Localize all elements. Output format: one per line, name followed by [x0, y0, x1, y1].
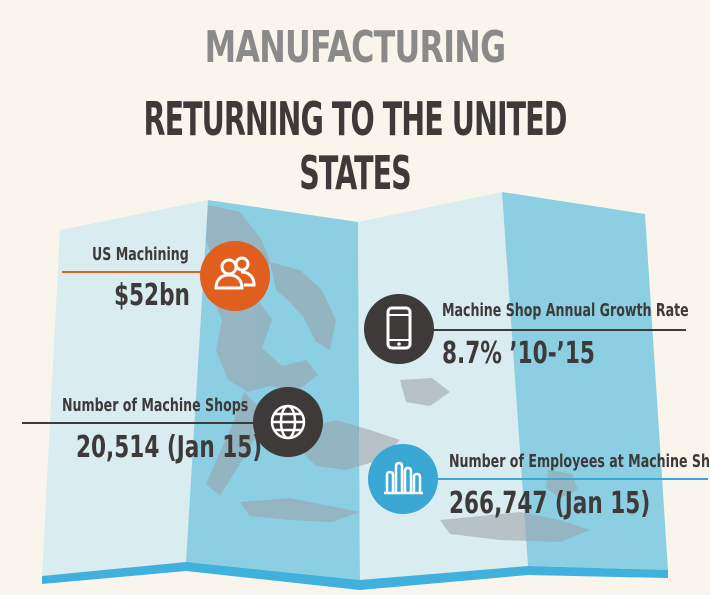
stat-2-rule — [428, 329, 686, 331]
people-icon — [200, 241, 270, 311]
stat-4-value-wrap: 266,747 (Jan 15) — [449, 486, 710, 521]
stat-2: Machine Shop Annual Growth Rate — [442, 300, 710, 321]
map-panel-4 — [502, 192, 668, 570]
stat-2-label: Machine Shop Annual Growth Rate — [442, 300, 689, 321]
globe-icon — [253, 387, 323, 457]
page-subtitle: RETURNING TO THE UNITED STATES — [143, 92, 568, 200]
stat-1-label: US Machining — [92, 244, 189, 265]
stat-3-value-wrap: 20,514 (Jan 15) — [76, 430, 335, 465]
map-bottom-edge — [42, 562, 668, 590]
stat-1: US Machining — [92, 244, 230, 265]
bar-chart-icon — [368, 444, 438, 514]
stat-2-value-wrap: 8.7% ’10-’15 — [442, 336, 654, 371]
stat-4-rule — [436, 478, 708, 480]
stat-4: Number of Employees at Machine Shops — [449, 451, 710, 472]
page-title: MANUFACTURING — [204, 22, 506, 73]
smartphone-icon — [364, 294, 434, 364]
stat-3-label: Number of Machine Shops — [62, 395, 249, 416]
stat-1-rule — [62, 271, 206, 273]
map-panel-1 — [42, 200, 208, 576]
stat-4-label: Number of Employees at Machine Shops — [449, 451, 710, 472]
stat-3-value: 20,514 (Jan 15) — [76, 430, 263, 465]
stat-4-value: 266,747 (Jan 15) — [449, 486, 651, 521]
stat-1-value: $52bn — [114, 278, 190, 313]
stat-2-value: 8.7% ’10-’15 — [442, 336, 595, 371]
stat-1-value-wrap: $52bn — [114, 278, 219, 313]
stat-3: Number of Machine Shops — [62, 395, 328, 416]
stat-3-rule — [22, 422, 262, 424]
